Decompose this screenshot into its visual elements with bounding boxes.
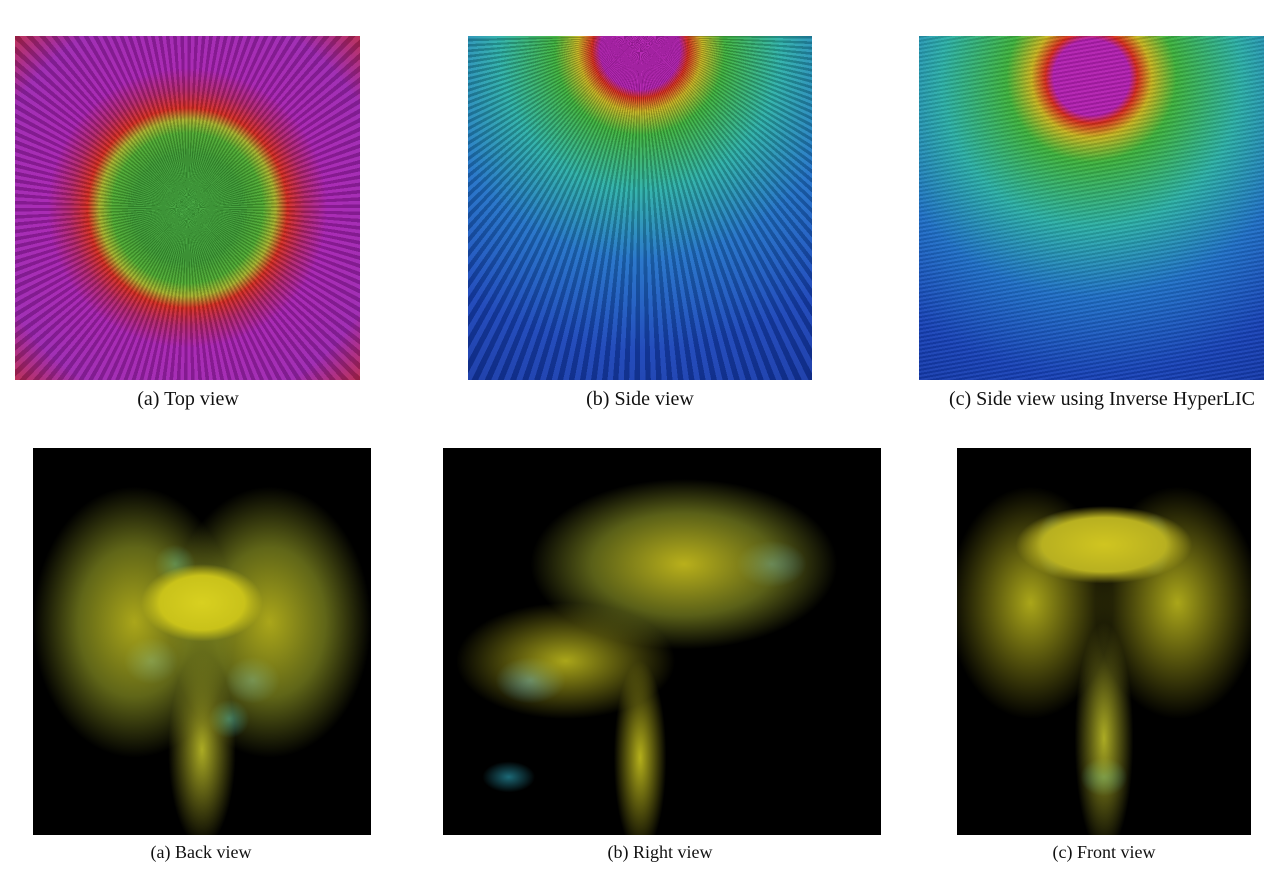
top-view-lic-image — [15, 36, 360, 380]
brain-right-view-image — [443, 448, 881, 835]
caption-back-view: (a) Back view — [150, 842, 252, 862]
caption-front-view: (c) Front view — [1052, 842, 1156, 862]
caption-right-view: (b) Right view — [607, 842, 713, 862]
side-view-lic-image — [468, 36, 812, 380]
brain-front-view-image — [957, 448, 1251, 835]
brain-back-view-image — [33, 448, 371, 835]
side-view-inverse-hyperlic-image — [919, 36, 1264, 380]
caption-side-view-inverse-hyperlic: (c) Side view using Inverse HyperLIC — [948, 388, 1256, 410]
caption-side-view: (b) Side view — [586, 388, 694, 410]
caption-top-view: (a) Top view — [137, 388, 239, 410]
